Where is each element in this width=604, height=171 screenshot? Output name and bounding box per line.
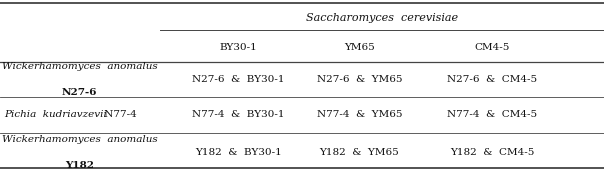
Text: N77-4  &  YM65: N77-4 & YM65 [316, 110, 402, 119]
Text: N27-6  &  YM65: N27-6 & YM65 [316, 75, 402, 84]
Text: Y182  &  BY30-1: Y182 & BY30-1 [195, 148, 282, 157]
Text: Pichia  kudriavzevii: Pichia kudriavzevii [4, 110, 107, 119]
Text: BY30-1: BY30-1 [220, 43, 257, 52]
Text: YM65: YM65 [344, 43, 374, 52]
Text: CM4-5: CM4-5 [475, 43, 510, 52]
Text: Saccharomyces  cerevisiae: Saccharomyces cerevisiae [306, 13, 458, 23]
Text: N77-4: N77-4 [101, 110, 137, 119]
Text: Y182: Y182 [65, 161, 94, 169]
Text: N27-6  &  BY30-1: N27-6 & BY30-1 [192, 75, 285, 84]
Text: N77-4  &  CM4-5: N77-4 & CM4-5 [447, 110, 538, 119]
Text: N27-6  &  CM4-5: N27-6 & CM4-5 [447, 75, 538, 84]
Text: Y182  &  CM4-5: Y182 & CM4-5 [450, 148, 535, 157]
Text: N27-6: N27-6 [62, 88, 97, 97]
Text: Y182  &  YM65: Y182 & YM65 [320, 148, 399, 157]
Text: N77-4  &  BY30-1: N77-4 & BY30-1 [192, 110, 285, 119]
Text: Wickerhamomyces  anomalus: Wickerhamomyces anomalus [2, 135, 158, 144]
Text: Wickerhamomyces  anomalus: Wickerhamomyces anomalus [2, 62, 158, 71]
